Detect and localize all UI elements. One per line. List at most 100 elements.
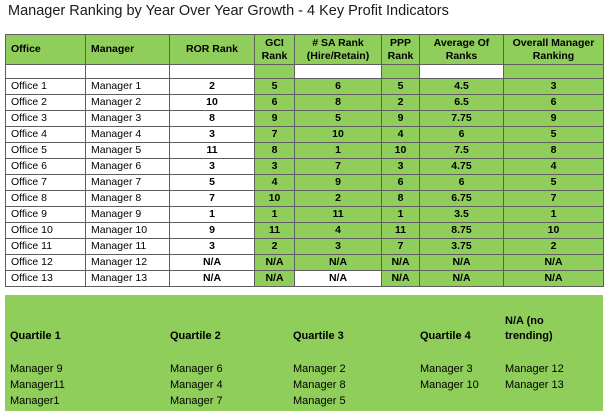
blank-cell: [294, 64, 382, 79]
cell-sa: 6: [294, 78, 382, 95]
cell-manager: Manager 11: [85, 238, 170, 255]
cell-office: Office 6: [5, 158, 86, 175]
cell-gci: 3: [254, 158, 295, 175]
cell-gci: 2: [254, 238, 295, 255]
cell-avg: 6: [419, 174, 504, 191]
cell-sa: 10: [294, 126, 382, 143]
cell-office: Office 3: [5, 110, 86, 127]
header-gci-rank: GCI Rank: [254, 34, 295, 65]
cell-avg: 8.75: [419, 222, 504, 239]
cell-ppp: 2: [381, 94, 420, 111]
cell-manager: Manager 2: [85, 94, 170, 111]
cell-ror: 3: [169, 126, 255, 143]
table-row: Office 11 Manager 11 3 2 3 7 3.75 2: [5, 238, 604, 255]
cell-gci: 5: [254, 78, 295, 95]
table-row: Office 1 Manager 1 2 5 6 5 4.5 3: [5, 78, 604, 95]
quartile-manager: Manager 4: [170, 379, 223, 391]
quartile-label: Quartile 4: [420, 330, 471, 342]
blank-row: [5, 64, 604, 79]
cell-gci: 11: [254, 222, 295, 239]
cell-manager: Manager 13: [85, 270, 170, 287]
cell-overall: 7: [503, 190, 604, 207]
table-row: Office 4 Manager 4 3 7 10 4 6 5: [5, 126, 604, 143]
cell-ror: 3: [169, 158, 255, 175]
quartile-manager: Manager 6: [170, 363, 223, 375]
cell-ppp: 11: [381, 222, 420, 239]
cell-office: Office 9: [5, 206, 86, 223]
header-sa-rank: # SA Rank (Hire/Retain): [294, 34, 382, 65]
table-row: Office 6 Manager 6 3 3 7 3 4.75 4: [5, 158, 604, 175]
cell-ppp: 10: [381, 142, 420, 159]
quartile-manager: Manager 13: [505, 379, 564, 391]
cell-ror: 7: [169, 190, 255, 207]
cell-overall: 4: [503, 158, 604, 175]
cell-overall: N/A: [503, 254, 604, 271]
blank-cell: [503, 64, 604, 79]
cell-manager: Manager 1: [85, 78, 170, 95]
cell-office: Office 8: [5, 190, 86, 207]
header-row: Office Manager ROR Rank GCI Rank # SA Ra…: [5, 34, 604, 65]
quartile-manager: Manager 5: [293, 395, 346, 407]
header-overall-ranking: Overall Manager Ranking: [503, 34, 604, 65]
quartile-manager: Manager 12: [505, 363, 564, 375]
cell-manager: Manager 10: [85, 222, 170, 239]
header-manager: Manager: [85, 34, 170, 65]
quartile-panel: Quartile 1 Manager 9 Manager11 Manager1 Quar…: [5, 295, 603, 411]
cell-avg: 6: [419, 126, 504, 143]
cell-ror: 5: [169, 174, 255, 191]
cell-gci: 10: [254, 190, 295, 207]
cell-ppp: 6: [381, 174, 420, 191]
table-body: Office 1 Manager 1 2 5 6 5 4.5 3 Office 2 Manager…: [5, 64, 604, 287]
cell-overall: 3: [503, 78, 604, 95]
blank-cell: [169, 64, 255, 79]
quartile-label: Quartile 3: [293, 330, 344, 342]
cell-overall: 1: [503, 206, 604, 223]
cell-avg: N/A: [419, 270, 504, 287]
cell-ppp: 5: [381, 78, 420, 95]
cell-sa: 4: [294, 222, 382, 239]
cell-overall: 6: [503, 94, 604, 111]
quartile-label: N/A (no trending): [505, 315, 553, 342]
blank-cell: [85, 64, 170, 79]
cell-sa: 9: [294, 174, 382, 191]
table-row: Office 9 Manager 9 1 1 11 1 3.5 1: [5, 206, 604, 223]
cell-sa: 1: [294, 142, 382, 159]
cell-sa: N/A: [294, 254, 382, 271]
cell-avg: 7.5: [419, 142, 504, 159]
cell-sa: N/A: [294, 270, 382, 287]
cell-gci: 9: [254, 110, 295, 127]
cell-overall: 8: [503, 142, 604, 159]
cell-office: Office 12: [5, 254, 86, 271]
quartile-manager: Manager 7: [170, 395, 223, 407]
blank-cell: [254, 64, 295, 79]
cell-sa: 5: [294, 110, 382, 127]
cell-avg: 3.5: [419, 206, 504, 223]
cell-avg: 4.75: [419, 158, 504, 175]
blank-cell: [5, 64, 86, 79]
quartile-manager: Manager 2: [293, 363, 346, 375]
cell-overall: 5: [503, 174, 604, 191]
cell-ror: 1: [169, 206, 255, 223]
cell-manager: Manager 12: [85, 254, 170, 271]
cell-ppp: N/A: [381, 270, 420, 287]
header-ppp-rank: PPP Rank: [381, 34, 420, 65]
cell-office: Office 11: [5, 238, 86, 255]
cell-gci: 8: [254, 142, 295, 159]
cell-sa: 2: [294, 190, 382, 207]
cell-avg: 6.5: [419, 94, 504, 111]
table-row: Office 12 Manager 12 N/A N/A N/A N/A N/A N/A: [5, 254, 604, 271]
cell-avg: 4.5: [419, 78, 504, 95]
table-row: Office 3 Manager 3 8 9 5 9 7.75 9: [5, 110, 604, 127]
cell-office: Office 1: [5, 78, 86, 95]
cell-gci: 6: [254, 94, 295, 111]
cell-office: Office 7: [5, 174, 86, 191]
quartile-manager: Manager 8: [293, 379, 346, 391]
page-title: Manager Ranking by Year Over Year Growth…: [8, 3, 449, 19]
table-row: Office 2 Manager 2 10 6 8 2 6.5 6: [5, 94, 604, 111]
cell-office: Office 13: [5, 270, 86, 287]
header-ror-rank: ROR Rank: [169, 34, 255, 65]
table-row: Office 5 Manager 5 11 8 1 10 7.5 8: [5, 142, 604, 159]
quartile-label: Quartile 2: [170, 330, 221, 342]
cell-ror: 2: [169, 78, 255, 95]
